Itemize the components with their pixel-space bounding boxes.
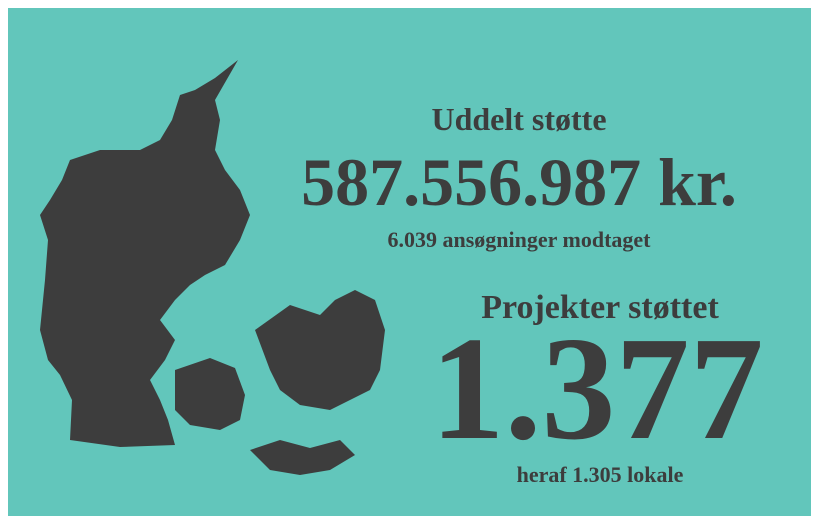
- applications: 6.039 ansøgninger modtaget: [388, 227, 652, 252]
- projects-count: 1.377: [431, 307, 764, 471]
- projects-title: Projekter støttet: [481, 289, 719, 326]
- denmark-map: [40, 60, 385, 475]
- zealand: [255, 290, 385, 410]
- projects-note: heraf 1.305 lokale: [517, 462, 684, 487]
- lolland-falster: [250, 440, 355, 475]
- support-title: Uddelt støtte: [431, 101, 606, 137]
- funen: [175, 358, 245, 430]
- support-amount: 587.556.987 kr.: [301, 144, 737, 220]
- jutland: [40, 60, 250, 447]
